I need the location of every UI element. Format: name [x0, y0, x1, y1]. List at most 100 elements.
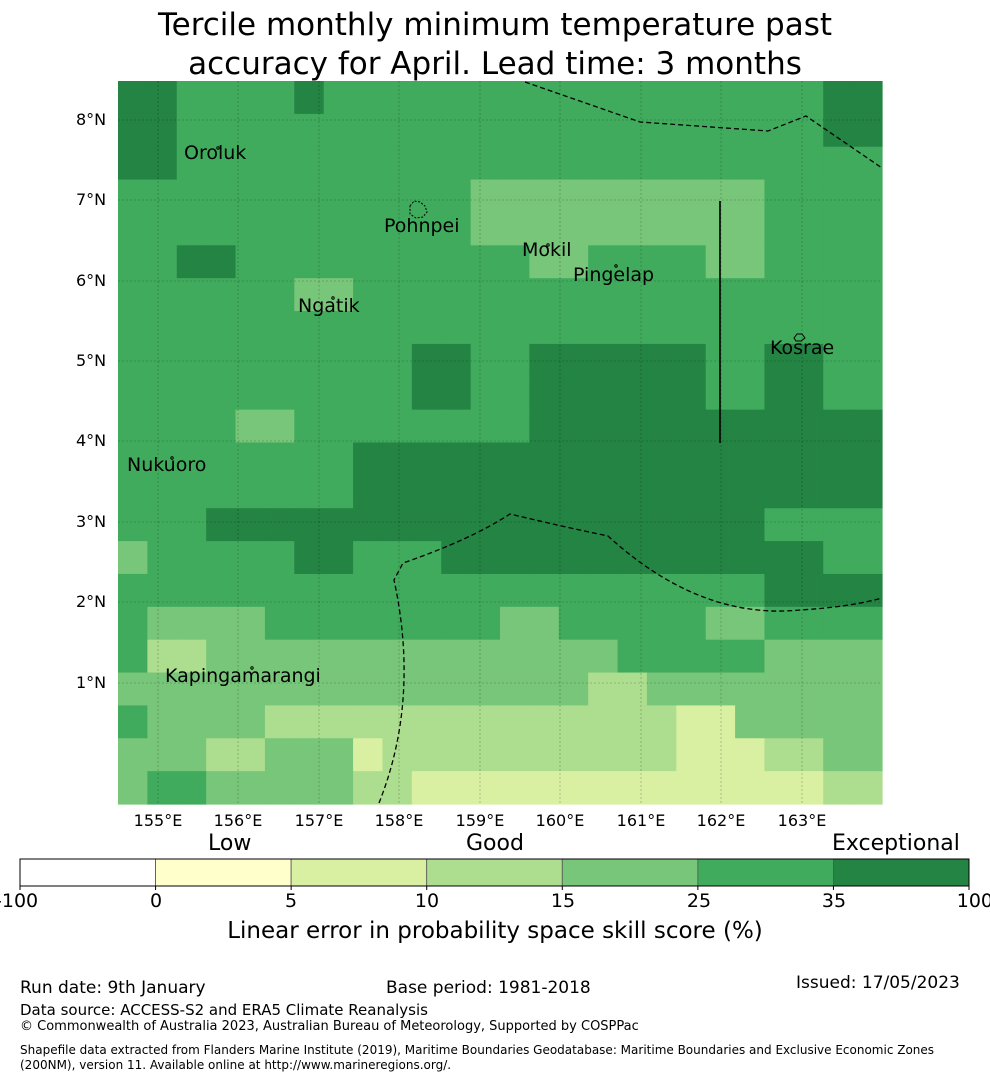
grid-cell — [176, 81, 207, 115]
grid-cell — [206, 541, 237, 575]
grid-cell — [529, 179, 560, 214]
grid-cell — [588, 771, 619, 805]
grid-cell — [500, 606, 530, 641]
grid-cell — [118, 672, 148, 707]
grid-cell — [646, 409, 677, 444]
grid-cell — [617, 146, 648, 181]
grid-cell — [147, 639, 178, 674]
grid-cell — [500, 212, 530, 246]
grid-cell — [588, 541, 619, 575]
grid-cell — [441, 442, 472, 476]
grid-cell — [294, 541, 325, 575]
grid-cell — [705, 442, 736, 476]
grid-cell — [206, 179, 237, 214]
grid-cell — [323, 475, 354, 509]
grid-cell — [705, 146, 736, 181]
grid-cell — [176, 179, 207, 214]
grid-cell — [441, 245, 472, 279]
grid-cell — [176, 606, 207, 641]
grid-cell — [441, 212, 472, 246]
grid-cell — [646, 606, 677, 641]
grid-cell — [294, 113, 325, 148]
grid-cell — [500, 475, 530, 509]
grid-cell — [176, 409, 207, 444]
grid-cell — [793, 705, 824, 739]
grid-cell — [294, 639, 325, 674]
grid-cell — [470, 179, 501, 214]
grid-cell — [382, 738, 413, 772]
grid-cell — [176, 376, 207, 411]
grid-cell — [441, 705, 472, 739]
colorbar-frame — [19, 858, 970, 887]
grid-cell — [705, 639, 736, 674]
grid-cell — [470, 475, 501, 509]
grid-cell — [823, 212, 854, 246]
grid-cell — [470, 738, 501, 772]
grid-cell — [147, 541, 178, 575]
grid-cell — [353, 245, 384, 279]
grid-cell — [411, 113, 442, 148]
grid-cell — [235, 508, 266, 542]
grid-cell — [588, 409, 619, 444]
grid-cell — [529, 771, 560, 805]
grid-cell — [294, 672, 325, 707]
grid-cell — [676, 541, 707, 575]
chart-title: Tercile monthly minimum temperature past… — [0, 6, 990, 84]
grid-cell — [588, 179, 619, 214]
grid-cell — [735, 771, 766, 805]
grid-cell — [147, 771, 178, 805]
grid-cell — [617, 672, 648, 707]
grid-cell — [206, 475, 237, 509]
grid-cell — [558, 343, 589, 378]
grid-cell — [294, 606, 325, 641]
grid-cell — [646, 278, 677, 312]
grid-cell — [764, 771, 795, 805]
grid-cell — [441, 81, 472, 115]
grid-cell — [617, 508, 648, 542]
grid-cell — [353, 672, 384, 707]
grid-cell — [588, 376, 619, 411]
grid-cell — [852, 606, 883, 641]
grid-cell — [147, 113, 178, 148]
grid-cell — [676, 146, 707, 181]
grid-cell — [323, 278, 354, 312]
grid-cell — [705, 113, 736, 148]
place-label-mokil: Mokil — [522, 239, 572, 261]
grid-cell — [735, 179, 766, 214]
place-label-oroluk: Oroluk — [184, 142, 247, 164]
grid-cell — [500, 311, 530, 345]
grid-cell — [823, 81, 854, 115]
grid-cell — [529, 475, 560, 509]
colorbar-segment — [19, 858, 156, 887]
grid-cell — [823, 146, 854, 181]
grid-cell — [441, 278, 472, 312]
grid-cell — [558, 639, 589, 674]
grid-cell — [235, 606, 266, 641]
grid-cell — [353, 343, 384, 378]
grid-cell — [441, 541, 472, 575]
grid-cell — [118, 475, 148, 509]
grid-cell — [558, 409, 589, 444]
grid-cell — [294, 409, 325, 444]
grid-cell — [147, 409, 178, 444]
grid-cell — [235, 113, 266, 148]
grid-cell — [118, 278, 148, 312]
grid-cell — [176, 573, 207, 608]
grid-cell — [676, 573, 707, 608]
grid-cell — [264, 409, 295, 444]
grid-cell — [353, 442, 384, 476]
grid-cell — [646, 245, 677, 279]
grid-cell — [793, 573, 824, 608]
grid-cell — [617, 771, 648, 805]
grid-cell — [588, 606, 619, 641]
grid-cell — [705, 508, 736, 542]
grid-cell — [382, 672, 413, 707]
grid-cell — [646, 672, 677, 707]
grid-cell — [441, 113, 472, 148]
grid-cell — [264, 475, 295, 509]
lat-label-6n: 6°N — [76, 271, 107, 290]
grid-cell — [176, 771, 207, 805]
grid-cell — [735, 573, 766, 608]
colorbar-category-good: Good — [466, 831, 524, 856]
grid-cell — [558, 81, 589, 115]
